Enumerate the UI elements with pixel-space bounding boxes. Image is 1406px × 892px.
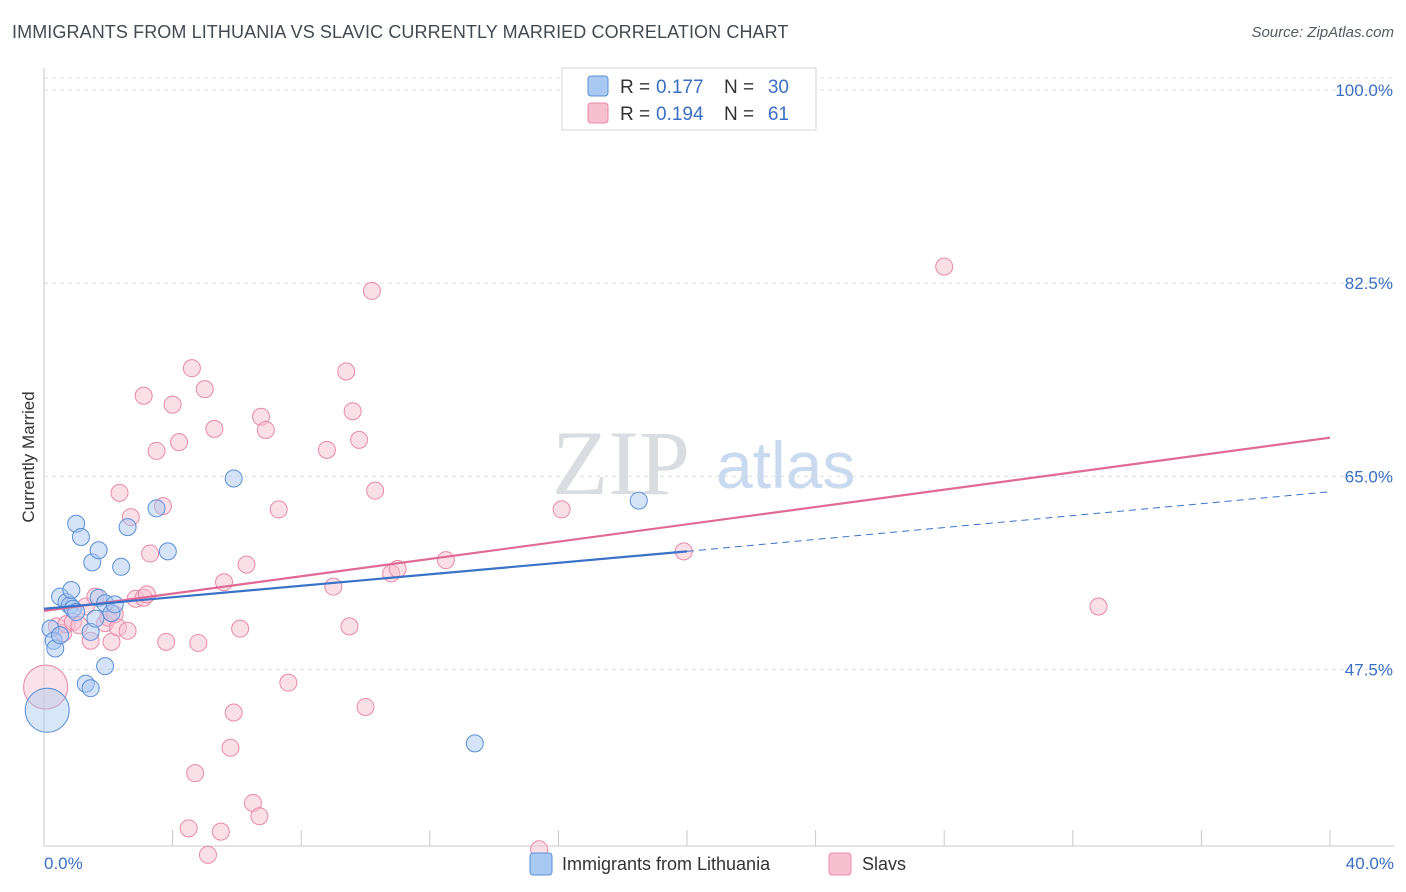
lithuania-point: [62, 580, 81, 599]
legend-n-value-lithuania: 30: [768, 77, 789, 98]
x-tick-label-min: 0.0%: [44, 854, 83, 873]
legend-n-label-lithuania: N =: [724, 77, 754, 98]
x-tick-label-max: 40.0%: [1346, 854, 1394, 873]
bottom-legend-swatch-slavs: [828, 852, 852, 876]
slavs-point: [134, 386, 153, 405]
slavs-point: [366, 481, 385, 500]
slavs-point: [362, 281, 381, 300]
legend-box: R = 0.177 N = 30 R = 0.194 N = 61: [561, 67, 817, 131]
lithuania-point: [147, 499, 166, 518]
slavs-point: [324, 577, 343, 596]
slavs-point: [269, 500, 288, 519]
slavs-point: [224, 703, 243, 722]
slavs-point: [23, 664, 69, 710]
lithuania-point: [118, 518, 137, 537]
lithuania-point: [86, 609, 105, 628]
y-axis-title: Currently Married: [19, 391, 38, 522]
watermark-atlas: atlas: [716, 428, 855, 502]
lithuania-point: [629, 491, 648, 510]
lithuania-point: [81, 679, 100, 698]
slavs-point: [205, 419, 224, 438]
legend-r-value-lithuania: 0.177: [656, 77, 704, 98]
slavs-point: [170, 433, 189, 452]
slavs-point: [189, 633, 208, 652]
lithuania-point: [105, 595, 124, 614]
lithuania-point: [112, 557, 131, 576]
chart-source: Source: ZipAtlas.com: [1251, 24, 1394, 41]
slavs-point: [279, 673, 298, 692]
slavs-point: [195, 380, 214, 399]
legend-swatch-lithuania: [587, 75, 609, 97]
legend-swatch-slavs: [587, 102, 609, 124]
lithuania-point: [224, 469, 243, 488]
x-ticks: [43, 830, 1331, 846]
slavs-point: [552, 500, 571, 519]
slavs-point: [231, 619, 250, 638]
slavs-point: [343, 402, 362, 421]
y-tick-label: 82.5%: [1345, 274, 1393, 293]
slavs-point: [317, 440, 336, 459]
lithuania-point: [158, 542, 177, 561]
y-tick-label: 100.0%: [1335, 81, 1393, 100]
lithuania-point: [24, 687, 70, 733]
bottom-legend-swatch-lithuania: [529, 852, 553, 876]
slavs-point: [211, 822, 230, 841]
lithuania-point: [71, 528, 90, 547]
y-tick-labels: 47.5% 65.0% 82.5% 100.0%: [1335, 81, 1393, 679]
legend-n-value-slavs: 61: [768, 104, 789, 125]
slavs-point: [221, 738, 240, 757]
slavs-points: [23, 257, 1108, 864]
axes: [43, 68, 1394, 847]
trend-lines: [43, 436, 1331, 613]
slavs-point: [350, 430, 369, 449]
slavs-point: [256, 420, 275, 439]
slavs-point: [163, 395, 182, 414]
legend-r-value-slavs: 0.194: [656, 104, 704, 125]
slavs-point: [356, 697, 375, 716]
slavs-point: [250, 807, 269, 826]
slavs-point: [179, 819, 198, 838]
slavs-point: [186, 764, 205, 783]
bottom-legend-label-slavs: Slavs: [862, 854, 906, 874]
slavs-trend-line: [43, 436, 1331, 613]
slavs-point: [182, 359, 201, 378]
slavs-point: [141, 544, 160, 563]
lithuania-point: [89, 541, 108, 560]
slavs-point: [237, 555, 256, 574]
legend-r-label-lithuania: R =: [620, 77, 650, 98]
bottom-legend: Immigrants from Lithuania Slavs: [529, 852, 906, 876]
lithuania-trend-line: [43, 550, 688, 610]
slavs-point: [436, 551, 455, 570]
slavs-point: [110, 483, 129, 502]
y-tick-label: 65.0%: [1345, 467, 1393, 486]
slavs-point: [198, 845, 217, 864]
slavs-point: [1089, 597, 1108, 616]
legend-r-label-slavs: R =: [620, 104, 650, 125]
lithuania-points: [24, 469, 648, 753]
legend-n-label-slavs: N =: [724, 104, 754, 125]
lithuania-point: [51, 626, 70, 645]
slavs-point: [147, 441, 166, 460]
watermark-zip: ZIP: [552, 412, 690, 514]
bottom-legend-label-lithuania: Immigrants from Lithuania: [562, 854, 771, 874]
slavs-point: [340, 617, 359, 636]
lithuania-point: [465, 734, 484, 753]
y-tick-label: 47.5%: [1345, 660, 1393, 679]
gridlines: [44, 77, 1394, 670]
chart-title: IMMIGRANTS FROM LITHUANIA VS SLAVIC CURR…: [12, 22, 789, 42]
slavs-point: [935, 257, 954, 276]
watermark: ZIP atlas: [552, 412, 855, 514]
slavs-point: [118, 621, 137, 640]
slavs-point: [157, 632, 176, 651]
lithuania-point: [96, 657, 115, 676]
slavs-point: [337, 362, 356, 381]
